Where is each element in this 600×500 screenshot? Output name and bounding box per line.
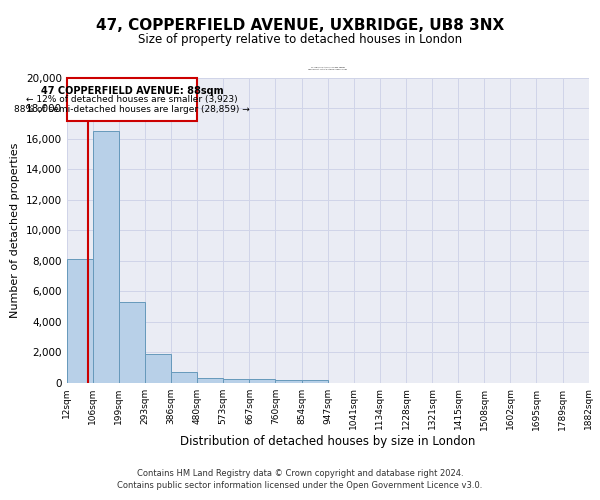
Y-axis label: Number of detached properties: Number of detached properties xyxy=(10,142,20,318)
Bar xyxy=(302,380,328,382)
Bar xyxy=(67,78,197,120)
Text: Contains public sector information licensed under the Open Government Licence v3: Contains public sector information licen… xyxy=(118,481,482,490)
Text: Contains HM Land Registry data © Crown copyright and database right 2024.: Contains HM Land Registry data © Crown c… xyxy=(137,468,463,477)
Bar xyxy=(250,380,275,382)
Bar xyxy=(119,302,145,382)
Bar xyxy=(93,132,119,382)
Bar xyxy=(197,378,223,382)
Bar xyxy=(67,259,93,382)
Text: 47 COPPERFIELD AVENUE: 88sqm: 47 COPPERFIELD AVENUE: 88sqm xyxy=(41,86,223,96)
Bar xyxy=(275,380,302,382)
Text: 88% of semi-detached houses are larger (28,859) →: 88% of semi-detached houses are larger (… xyxy=(14,104,250,114)
Bar xyxy=(171,372,197,382)
Text: 47, COPPERFIELD AVENUE, UXBRIDGE, UB8 3NX: 47, COPPERFIELD AVENUE, UXBRIDGE, UB8 3N… xyxy=(96,18,504,32)
Text: ← 12% of detached houses are smaller (3,923): ← 12% of detached houses are smaller (3,… xyxy=(26,94,238,104)
X-axis label: Distribution of detached houses by size in London: Distribution of detached houses by size … xyxy=(180,435,475,448)
Bar xyxy=(223,379,250,382)
Text: Size of property relative to detached houses in London: Size of property relative to detached ho… xyxy=(138,32,462,46)
Title: 47, COPPERFIELD AVENUE, UXBRIDGE, UB8 3NX
Size of property relative to detached : 47, COPPERFIELD AVENUE, UXBRIDGE, UB8 3N… xyxy=(308,67,347,70)
Bar xyxy=(145,354,171,382)
